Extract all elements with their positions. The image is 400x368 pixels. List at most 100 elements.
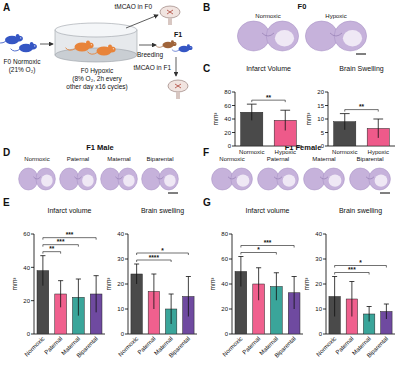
axis-label: mm³ (305, 112, 312, 126)
hemisphere (159, 168, 178, 190)
mouse-icon (172, 44, 193, 52)
tick-label: 40 (221, 281, 228, 287)
y-axis (34, 234, 35, 334)
brain-section (142, 168, 179, 190)
arrow (176, 57, 177, 76)
error-bar (238, 257, 243, 287)
error-bar (247, 104, 257, 120)
tick-label: 10 (315, 306, 322, 312)
y-tick (229, 309, 232, 310)
mouse-ear (108, 45, 112, 49)
category-label: Biparental (273, 335, 296, 358)
mouse-tail (156, 46, 163, 48)
chart-title: Brain swelling (141, 207, 184, 215)
group-label: Paternal (67, 156, 89, 162)
mouse-eye (20, 37, 21, 38)
diagram-text: (8% O₂, 2h every (72, 75, 122, 83)
error-bar (256, 268, 261, 301)
tick-label: 0 (321, 143, 325, 149)
significance-label: * (257, 246, 260, 253)
mouse-ear (30, 42, 34, 46)
category-label: Normoxic (221, 335, 243, 357)
group-label: Normoxic (255, 13, 280, 19)
surgery-icon (168, 80, 188, 99)
tick-label: 30 (117, 256, 124, 262)
category-label: Biparental (168, 335, 191, 358)
mouse-eye (113, 48, 114, 49)
tick-label: 20 (23, 298, 30, 304)
incision (175, 84, 181, 88)
chart: Infarct volumemm³020406080NormoxicPatern… (209, 207, 303, 359)
ventricle (366, 177, 374, 179)
error-bar (94, 276, 99, 313)
diagram-text: F0 Hypoxic (81, 67, 114, 75)
group-label: Maternal (107, 156, 130, 162)
chart: Infarct Volumemm³020406080NormoxicHypoxi… (212, 65, 302, 155)
neck (176, 92, 180, 99)
significance-label: ** (266, 94, 272, 101)
tick-label: 10 (317, 116, 324, 122)
mouse-tail (66, 48, 76, 50)
tick-label: 60 (224, 103, 231, 109)
significance-label: * (359, 259, 362, 266)
tick-label: 80 (224, 89, 231, 95)
tick-label: 15 (317, 103, 324, 109)
infarct-region (375, 175, 388, 187)
infarct-region (41, 175, 53, 187)
group-label: Normoxic (219, 156, 244, 162)
panel-letter: G (203, 197, 211, 208)
chart-title: Brain Swelling (339, 65, 383, 73)
ventricle (156, 177, 163, 179)
error-bar (373, 119, 383, 138)
y-tick (232, 92, 235, 93)
y-tick (229, 234, 232, 235)
infarct-region (237, 175, 250, 187)
mouse-icon (88, 45, 116, 56)
mouse-ear (187, 44, 190, 47)
error-bar (292, 277, 297, 310)
hemisphere (305, 21, 337, 51)
error-bar (280, 110, 290, 130)
group-label: Normoxic (24, 156, 49, 162)
significance-label: *** (348, 266, 356, 273)
diagram-text: tMCAO in F0 (114, 3, 152, 10)
significance-label: *** (57, 238, 65, 245)
panel-title: F0 (298, 2, 307, 11)
mouse-eye (34, 45, 35, 46)
hemisphere (266, 21, 298, 51)
tick-label: 20 (315, 281, 322, 287)
mouse-icon (66, 41, 94, 52)
chart: Infarct volumemm³0204060NormoxicPaternal… (11, 207, 105, 359)
ventricle (74, 177, 81, 179)
scale-bar (356, 54, 366, 55)
mouse-ear (86, 41, 90, 45)
y-tick (232, 146, 235, 147)
axis-label: mm³ (105, 277, 112, 291)
head-outline (168, 80, 188, 92)
y-tick (325, 105, 328, 106)
group-label: Paternal (267, 156, 289, 162)
brain-panel: F1 FemaleNormoxicPaternalMaternalBiparen… (212, 143, 391, 193)
category-label: Normoxic (315, 335, 337, 357)
brain-section (305, 21, 366, 51)
y-tick (31, 334, 34, 335)
tick-label: 40 (315, 231, 322, 237)
panel-letter: D (3, 147, 10, 158)
y-tick (232, 105, 235, 106)
y-tick (31, 267, 34, 268)
significance-label: *** (264, 239, 272, 246)
plot-area (235, 257, 300, 335)
panel-letter: C (203, 63, 210, 74)
significance-label: **** (149, 254, 160, 261)
infarct-region (283, 175, 296, 187)
y-tick (325, 92, 328, 93)
y-tick (323, 309, 326, 310)
hemisphere (118, 168, 137, 190)
chart-title: Infarct volume (246, 207, 290, 214)
chart: Brain swellingmm³010203040NormoxicPatern… (105, 207, 197, 359)
chamber-base (55, 48, 137, 62)
plot-area (334, 114, 390, 146)
scale-bar (168, 193, 178, 194)
error-bar (134, 264, 139, 284)
error-bar (274, 273, 279, 301)
